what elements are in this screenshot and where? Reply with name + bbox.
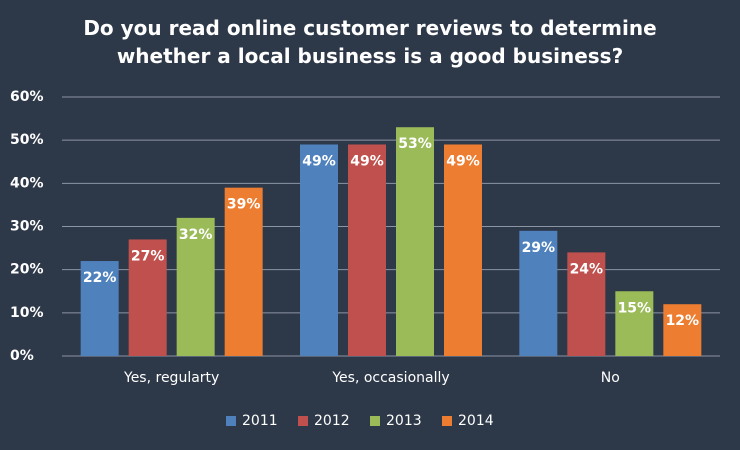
value-label: 15% bbox=[618, 300, 652, 316]
legend-swatch bbox=[226, 416, 236, 426]
legend-label: 2011 bbox=[242, 413, 278, 429]
y-tick-label: 40% bbox=[10, 175, 44, 191]
bar bbox=[567, 252, 606, 356]
bar bbox=[615, 291, 654, 356]
value-label: 49% bbox=[302, 153, 336, 169]
value-label: 53% bbox=[398, 136, 432, 152]
legend-label: 2013 bbox=[386, 413, 422, 429]
bar bbox=[128, 239, 167, 356]
bar bbox=[396, 127, 434, 356]
legend-label: 2014 bbox=[458, 413, 494, 429]
value-label: 12% bbox=[666, 313, 700, 329]
value-label: 49% bbox=[446, 153, 480, 169]
y-tick-label: 50% bbox=[10, 132, 44, 148]
x-tick-label: Yes, occasionally bbox=[331, 370, 449, 386]
bar bbox=[663, 304, 702, 356]
value-label: 39% bbox=[227, 197, 261, 213]
value-label: 32% bbox=[179, 227, 213, 243]
y-tick-label: 30% bbox=[10, 219, 44, 235]
x-tick-label: Yes, regularty bbox=[123, 370, 219, 386]
bar bbox=[519, 230, 558, 356]
value-label: 22% bbox=[83, 270, 117, 286]
y-tick-label: 20% bbox=[10, 262, 44, 278]
value-label: 49% bbox=[350, 153, 384, 169]
legend-label: 2012 bbox=[314, 413, 350, 429]
legend-swatch bbox=[442, 416, 452, 426]
bar bbox=[348, 144, 386, 356]
legend-swatch bbox=[298, 416, 308, 426]
value-label: 29% bbox=[522, 240, 556, 256]
chart-title: Do you read online customer reviews to d… bbox=[83, 16, 657, 68]
value-label: 27% bbox=[131, 248, 165, 264]
bar bbox=[224, 187, 263, 356]
y-tick-label: 60% bbox=[10, 89, 44, 105]
legend-swatch bbox=[370, 416, 380, 426]
bar bbox=[176, 217, 215, 356]
bar bbox=[80, 261, 119, 356]
bar bbox=[300, 144, 338, 356]
value-label: 24% bbox=[570, 261, 604, 277]
y-tick-label: 0% bbox=[10, 348, 34, 364]
y-tick-label: 10% bbox=[10, 305, 44, 321]
x-tick-label: No bbox=[601, 370, 620, 386]
bar bbox=[444, 144, 482, 356]
